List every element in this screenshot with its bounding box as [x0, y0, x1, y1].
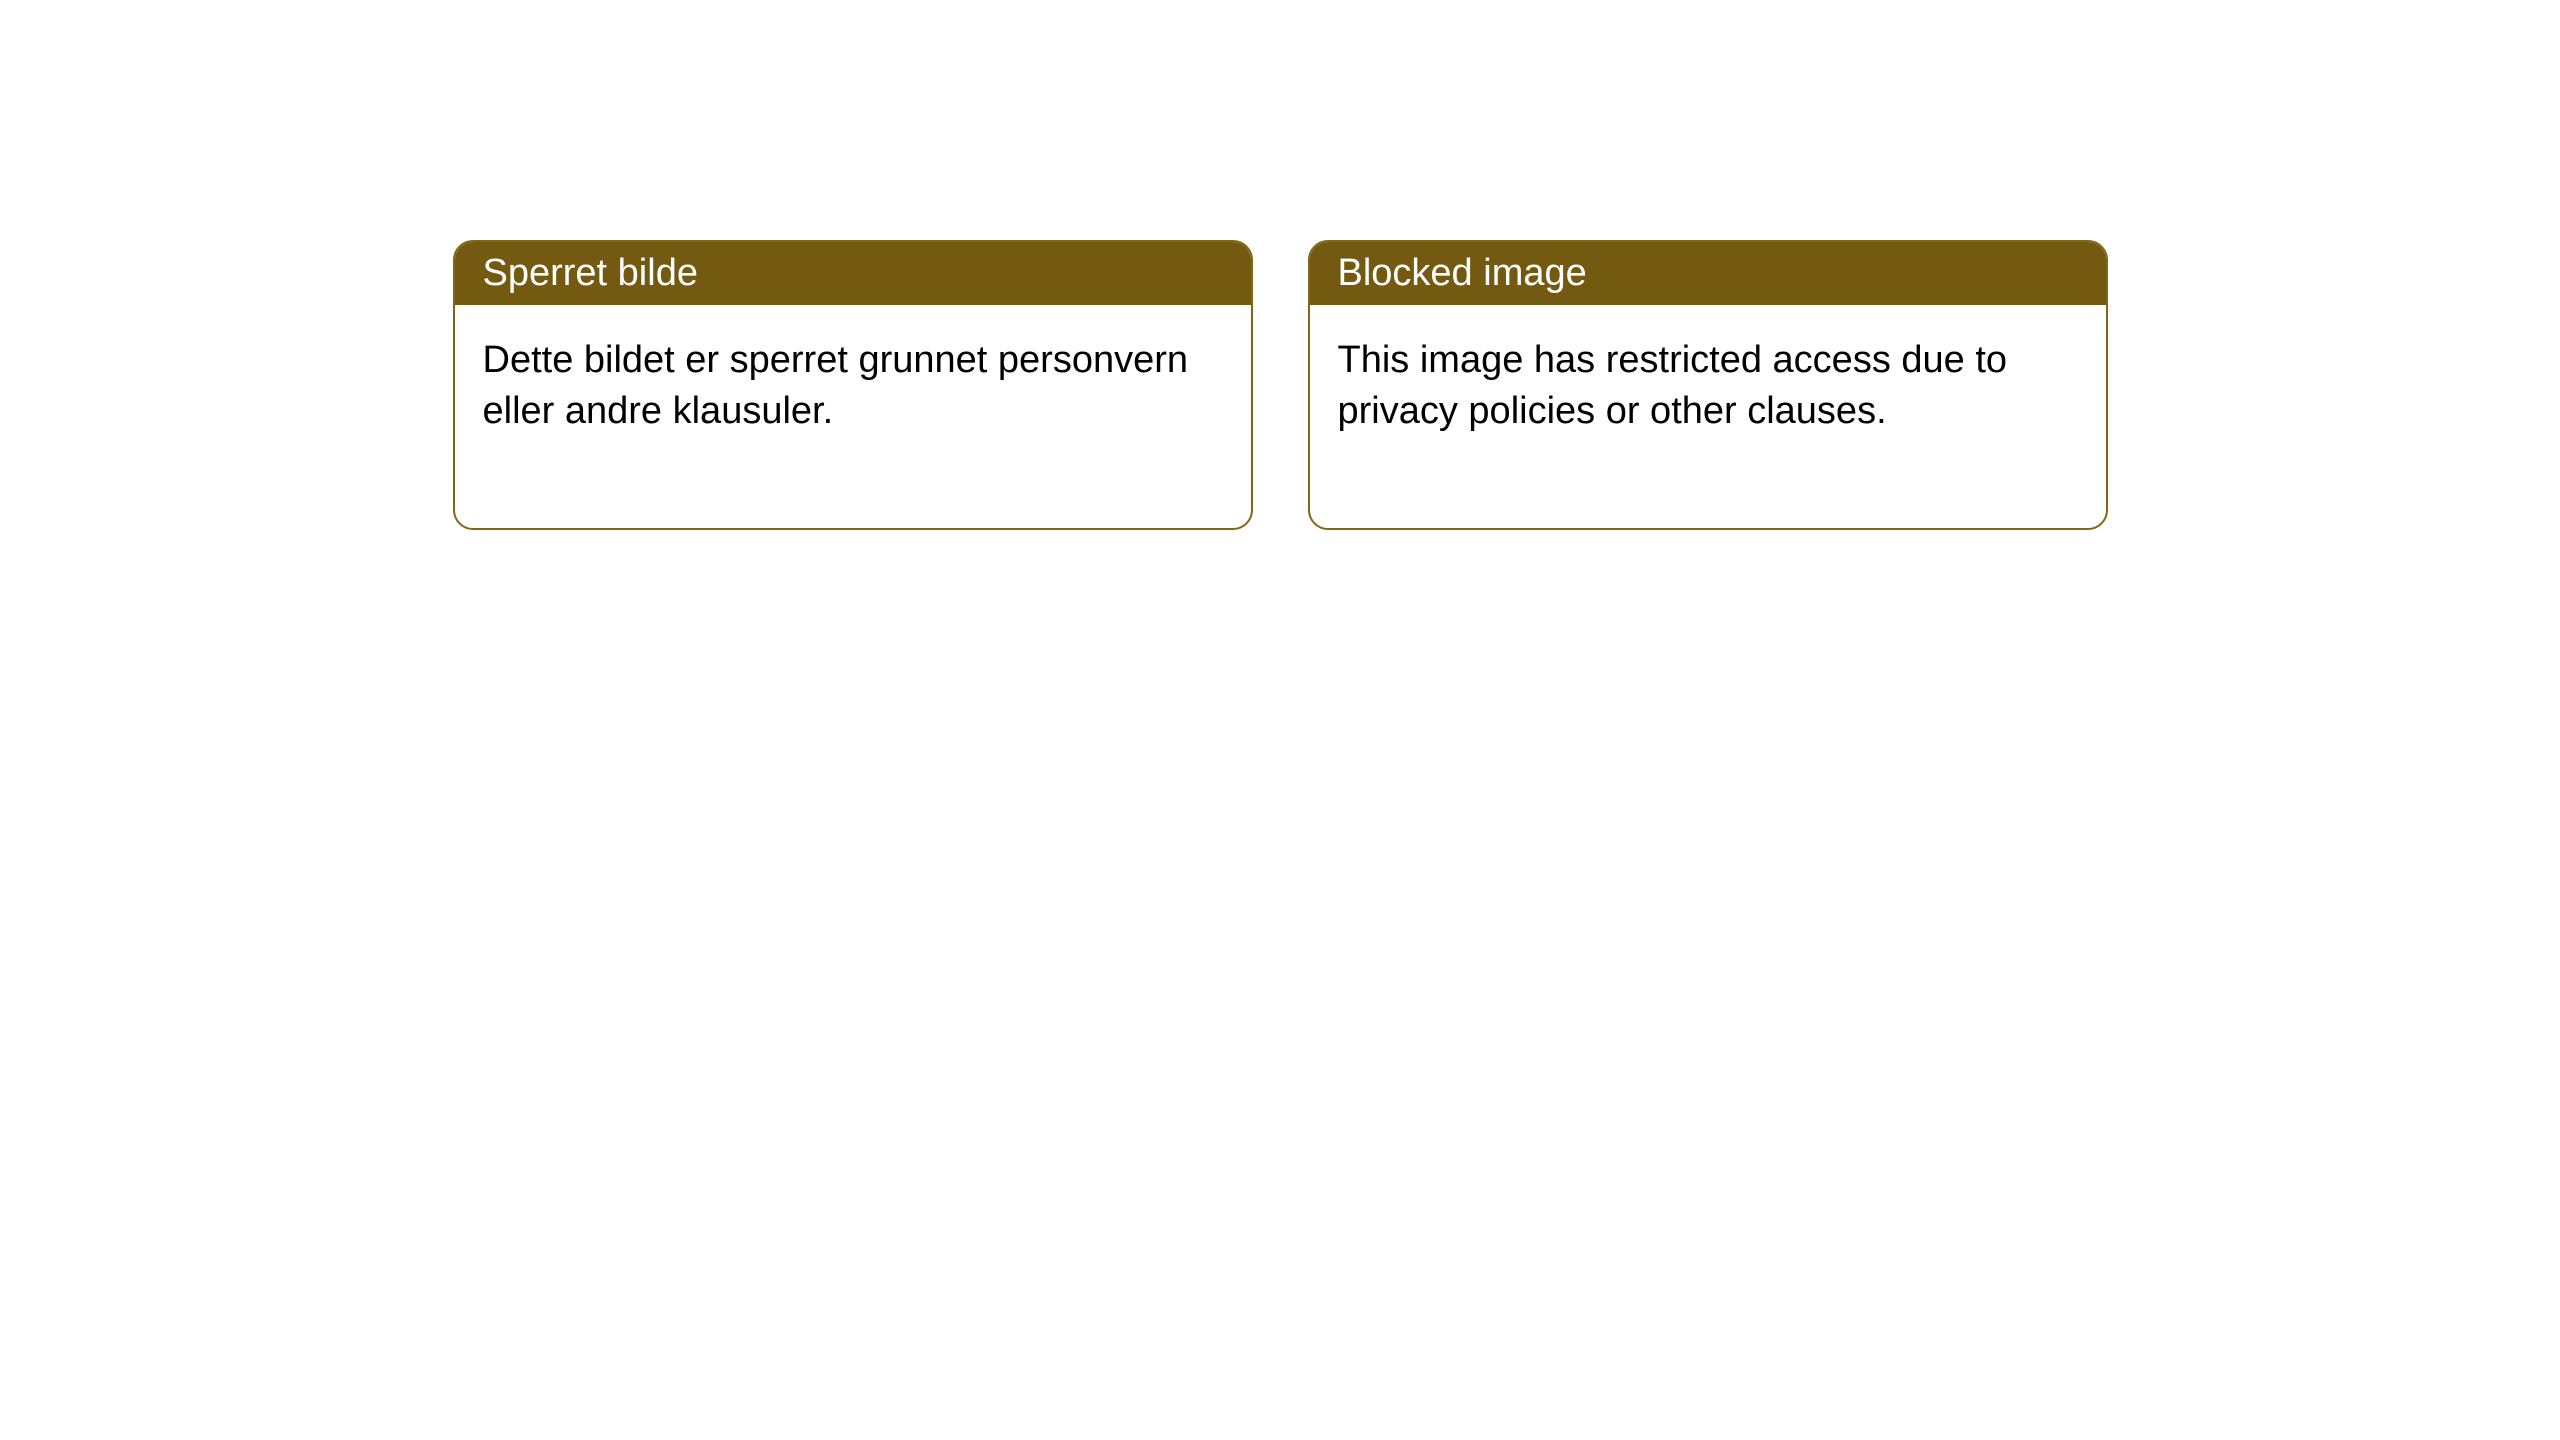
- card-title-norwegian: Sperret bilde: [483, 252, 698, 294]
- card-header-english: Blocked image: [1310, 242, 2106, 305]
- card-header-norwegian: Sperret bilde: [455, 242, 1251, 305]
- card-title-english: Blocked image: [1338, 252, 1587, 294]
- card-body-text-english: This image has restricted access due to …: [1338, 339, 2008, 432]
- card-body-norwegian: Dette bildet er sperret grunnet personve…: [455, 305, 1251, 528]
- blocked-image-cards: Sperret bilde Dette bildet er sperret gr…: [450, 240, 2110, 530]
- card-body-english: This image has restricted access due to …: [1310, 305, 2106, 528]
- card-body-text-norwegian: Dette bildet er sperret grunnet personve…: [483, 339, 1189, 432]
- card-english: Blocked image This image has restricted …: [1308, 240, 2108, 530]
- card-norwegian: Sperret bilde Dette bildet er sperret gr…: [453, 240, 1253, 530]
